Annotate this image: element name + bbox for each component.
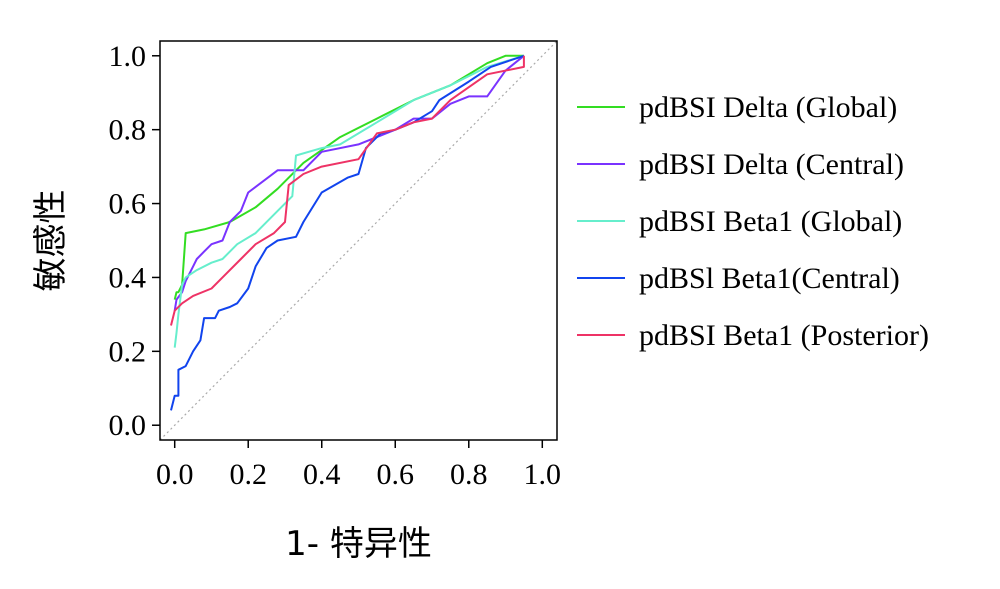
series-line-2	[173, 55, 525, 311]
x-tick-label: 1.0	[524, 458, 562, 491]
y-tick-label: 0.8	[109, 114, 147, 147]
plot-frame	[159, 40, 558, 441]
y-axis-title: 敏感性	[31, 190, 71, 292]
series-line-5	[170, 55, 525, 326]
legend: pdBSI Delta (Global) pdBSI Delta (Central…	[577, 91, 929, 352]
x-tick-label: 0.4	[303, 458, 341, 491]
x-tick-label: 0.0	[156, 458, 194, 491]
legend-label-3: pdBSI Beta1 (Global)	[639, 205, 902, 238]
y-tick-label: 0.6	[109, 188, 147, 221]
legend-label-1: pdBSI Delta (Global)	[639, 91, 897, 124]
x-axis-title: 1- 特异性	[285, 524, 432, 564]
y-tick-label: 0.0	[109, 409, 147, 442]
x-tick-label: 0.8	[450, 458, 488, 491]
x-tick-label: 0.6	[377, 458, 415, 491]
series-line-3	[173, 54, 525, 348]
axes: 0.0 0.2 0.4 0.6 0.8 1.0 0.0 0.2 0.4 0.6 0.8 1.0	[109, 40, 562, 491]
x-tick-label: 0.2	[229, 458, 267, 491]
legend-label-5: pdBSI Beta1 (Posterior)	[639, 319, 929, 352]
legend-label-4: pdBSl Beta1(Central)	[639, 262, 900, 295]
reference-line	[159, 40, 558, 441]
series-line-4	[170, 54, 525, 411]
y-tick-label: 0.2	[109, 335, 147, 368]
y-tick-label: 0.4	[109, 261, 147, 294]
plot-area	[159, 40, 558, 441]
legend-label-2: pdBSI Delta (Central)	[639, 148, 904, 181]
y-tick-label: 1.0	[109, 40, 147, 73]
